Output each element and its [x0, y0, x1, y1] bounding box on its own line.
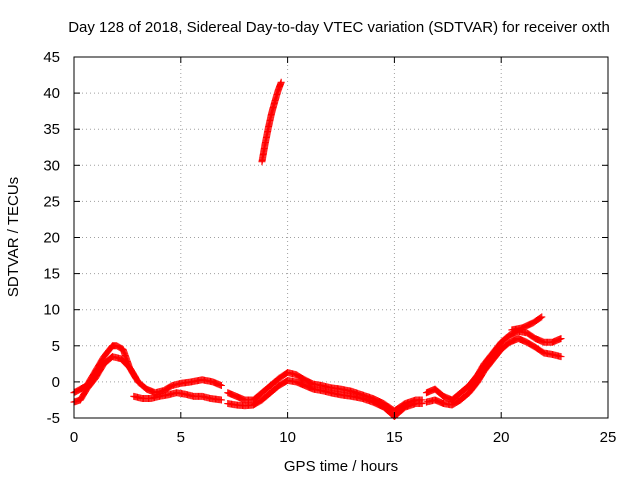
data-point	[132, 374, 140, 382]
axis-ticks	[73, 56, 609, 419]
y-axis-label: SDTVAR / TECUs	[5, 177, 22, 297]
y-tick-label: 15	[43, 266, 60, 283]
series-track-5	[224, 376, 426, 421]
y-tick-label: 30	[43, 157, 60, 174]
y-tick-label: 35	[43, 121, 60, 138]
data-points	[70, 78, 565, 421]
y-tick-label: 45	[43, 49, 60, 66]
series-track-7	[422, 327, 565, 404]
x-axis-label: GPS time / hours	[284, 458, 398, 475]
data-point	[538, 313, 546, 321]
series-track-6	[258, 78, 285, 166]
tick-labels: 0 5 10 15 20 25 -5 0 5 10 15 20 25 30 35 40 45	[43, 49, 616, 446]
series-track-1	[70, 342, 225, 397]
x-tick-label: 25	[600, 429, 617, 446]
data-point	[557, 353, 565, 361]
data-point	[537, 314, 545, 322]
y-tick-label: 40	[43, 85, 60, 102]
x-tick-label: 10	[279, 429, 296, 446]
x-tick-label: 5	[177, 429, 185, 446]
data-point	[217, 382, 225, 390]
x-tick-label: 0	[70, 429, 78, 446]
y-tick-label: 25	[43, 193, 60, 210]
y-tick-label: 5	[52, 338, 60, 355]
series-track-9	[508, 313, 546, 334]
series-track-3	[130, 389, 225, 404]
y-tick-label: 0	[52, 374, 60, 391]
data-point	[131, 373, 139, 381]
data-point	[557, 335, 565, 343]
series-track-2	[70, 353, 140, 406]
y-tick-label: 20	[43, 230, 60, 247]
chart-title: Day 128 of 2018, Sidereal Day-to-day VTE…	[68, 19, 610, 36]
y-tick-label: 10	[43, 302, 60, 319]
data-point	[277, 78, 285, 86]
x-tick-label: 20	[493, 429, 510, 446]
y-tick-label: -5	[47, 410, 60, 427]
data-point	[217, 396, 225, 404]
x-tick-label: 15	[386, 429, 403, 446]
grid	[74, 57, 608, 418]
data-point	[418, 400, 426, 408]
series-track-4	[224, 369, 426, 415]
series-track-8	[422, 335, 565, 409]
